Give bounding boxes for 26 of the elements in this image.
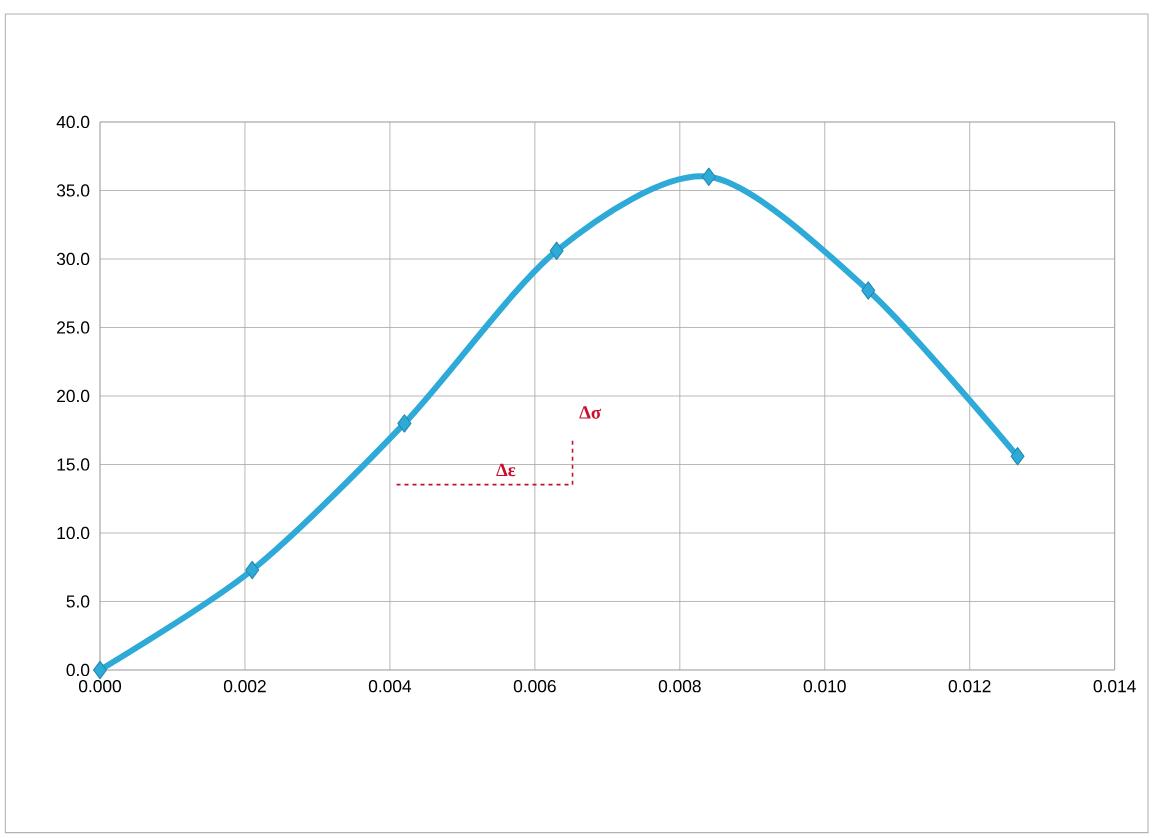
point bbox=[397, 414, 412, 433]
y-tick-label: 15.0 bbox=[57, 458, 90, 471]
point bbox=[701, 167, 716, 186]
annotation: Δε bbox=[496, 463, 516, 477]
point bbox=[92, 660, 108, 680]
point bbox=[549, 241, 564, 260]
y-tick-label: 20.0 bbox=[57, 389, 90, 403]
y-tick-label: 35.0 bbox=[56, 184, 90, 197]
y-tick-label: 10.0 bbox=[57, 526, 90, 540]
x-tick-label: 0.010 bbox=[803, 680, 846, 693]
x-tick-label: 0.002 bbox=[223, 680, 266, 693]
point bbox=[245, 560, 260, 580]
point bbox=[861, 281, 876, 300]
point bbox=[1010, 447, 1025, 466]
x-tick-label: 0.008 bbox=[658, 680, 701, 693]
x-tick-label: 0.014 bbox=[1093, 680, 1136, 693]
x-tick-label: 0.006 bbox=[513, 680, 556, 693]
x-tick-label: 0.000 bbox=[78, 680, 122, 693]
y-tick-label: 30.0 bbox=[56, 252, 90, 266]
y-tick-label: 40.0 bbox=[56, 115, 90, 129]
y-tick-label: 0.0 bbox=[66, 663, 90, 677]
annotation: Δσ bbox=[579, 406, 601, 419]
y-tick-label: 25.0 bbox=[57, 321, 90, 334]
x-tick-label: 0.004 bbox=[368, 680, 412, 693]
x-tick-label: 0.012 bbox=[948, 680, 991, 693]
y-tick-label: 5.0 bbox=[66, 595, 90, 608]
